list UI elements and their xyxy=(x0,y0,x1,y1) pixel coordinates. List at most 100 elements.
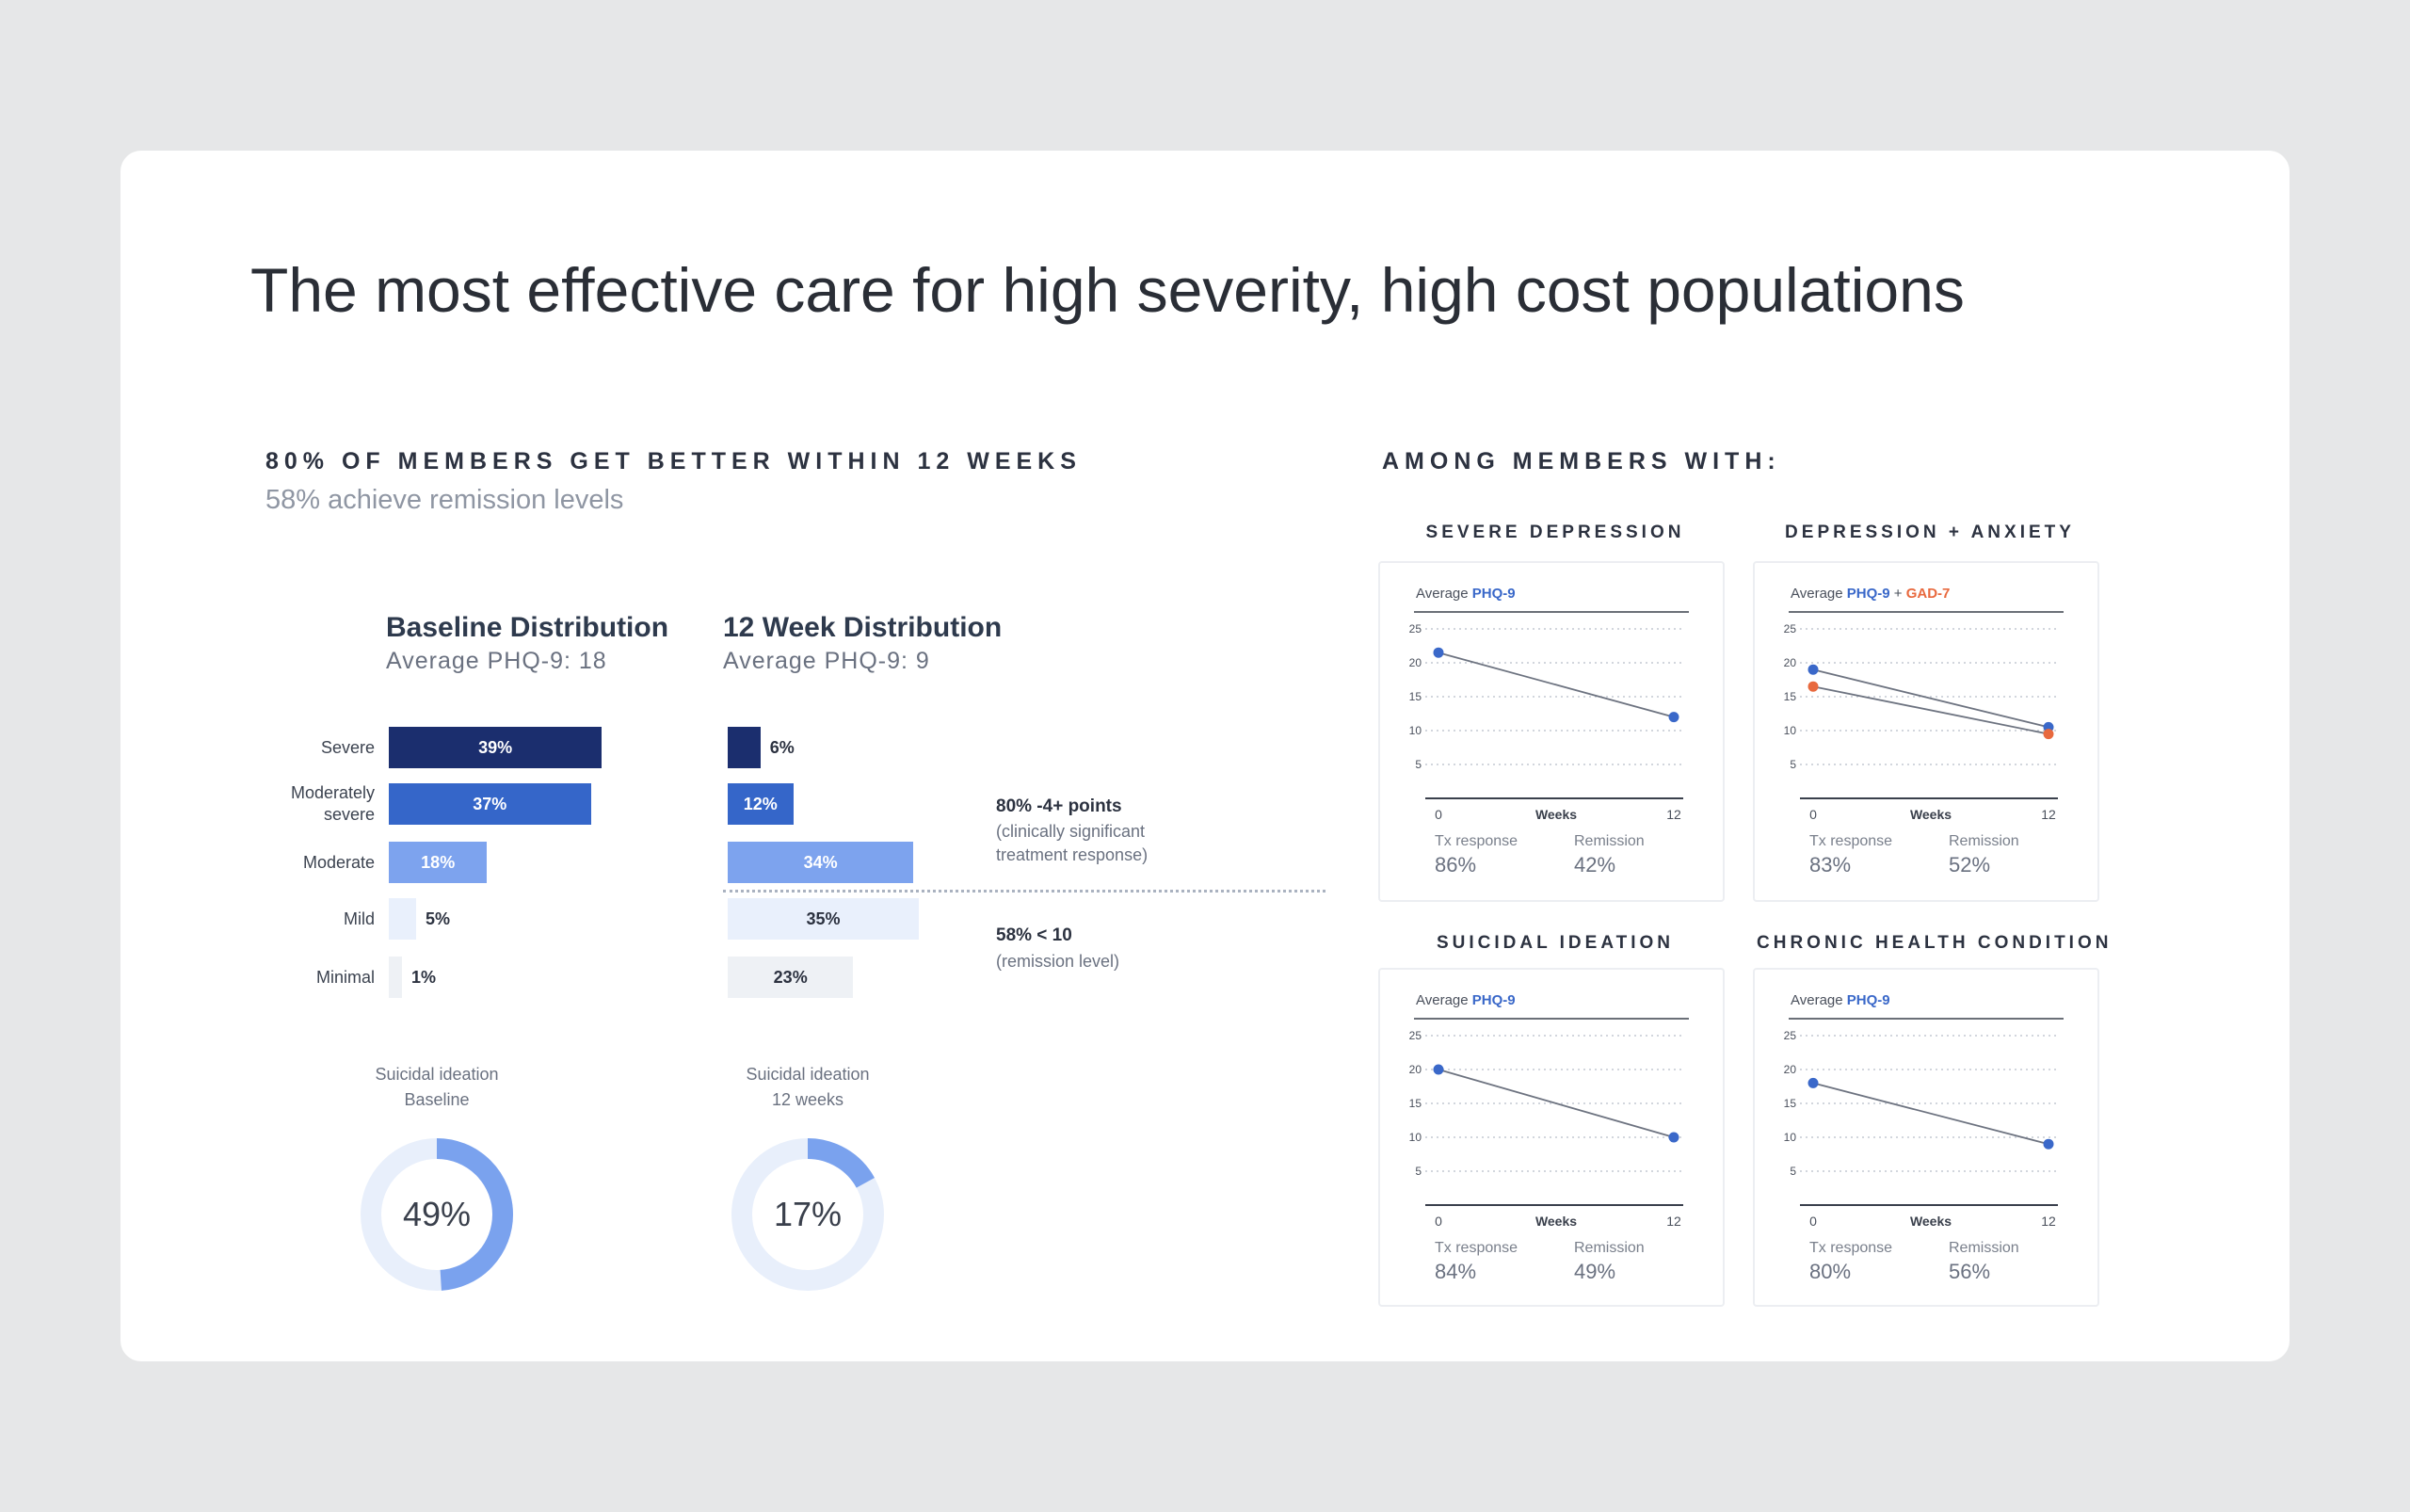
remission-value: 56% xyxy=(1949,1260,1990,1283)
data-point xyxy=(1668,1132,1679,1143)
response-note-line1: (clinically significant xyxy=(996,822,1146,841)
bar xyxy=(389,898,416,940)
series-line xyxy=(1438,1069,1675,1138)
left-heading: 80% OF MEMBERS GET BETTER WITHIN 12 WEEK… xyxy=(265,448,1082,475)
x-tick-label: 0 xyxy=(1435,807,1442,822)
x-axis-label: Weeks xyxy=(1910,807,1952,822)
legend-series: PHQ-9 xyxy=(1472,992,1516,1008)
donut-value-arc xyxy=(731,1138,884,1291)
x-tick-label: 12 xyxy=(2041,1214,2056,1229)
bar-value-label: 35% xyxy=(806,909,841,928)
legend-separator: + xyxy=(1890,586,1906,602)
donut-12week: 17% xyxy=(731,1138,884,1291)
bar-value-label: 23% xyxy=(773,968,808,987)
category-label: Moderate xyxy=(302,852,375,872)
y-tick-label: 10 xyxy=(1409,1131,1422,1144)
line-chart-severe-depression: Average PHQ-9 5 10 15 20 25 0 12 Weeks Tx respons… xyxy=(1409,586,1689,877)
x-axis-label: Weeks xyxy=(1535,1214,1577,1229)
line-chart-depression-anxiety: Average PHQ-9 + GAD-7 5 10 15 20 25 0 12 Weeks Tx… xyxy=(1784,586,2064,877)
y-tick-label: 25 xyxy=(1784,1029,1797,1042)
category-label: Moderately severe xyxy=(290,783,375,824)
week12-title: 12 Week Distribution xyxy=(723,612,1003,643)
legend-series: PHQ-9 xyxy=(1847,992,1890,1008)
donut-12week-subtitle: 12 weeks xyxy=(771,1090,844,1109)
panel-severe-depression: Average PHQ-9 5 10 15 20 25 0 12 Weeks Tx respons… xyxy=(1378,561,1725,902)
bar-value-label: 5% xyxy=(426,909,451,928)
x-tick-label: 0 xyxy=(1809,1214,1817,1229)
y-tick-label: 5 xyxy=(1790,1165,1796,1178)
legend-series: GAD-7 xyxy=(1906,586,1951,602)
tx-response-value: 80% xyxy=(1809,1260,1851,1283)
donut-12week-caption: Suicidal ideation 12 weeks xyxy=(695,1062,921,1113)
y-tick-label: 20 xyxy=(1784,1063,1797,1076)
y-tick-label: 15 xyxy=(1409,690,1422,703)
y-tick-label: 10 xyxy=(1409,724,1422,737)
legend-prefix: Average xyxy=(1416,586,1472,602)
remission-note-line1: (remission level) xyxy=(996,952,1120,971)
category-label: Mild xyxy=(343,909,375,928)
y-tick-label: 25 xyxy=(1409,1029,1422,1042)
y-tick-label: 10 xyxy=(1784,1131,1797,1144)
chart-legend: Average PHQ-9 + GAD-7 xyxy=(1791,586,1950,602)
remission-label: Remission xyxy=(1574,833,1645,849)
page-title: The most effective care for high severit… xyxy=(250,255,1965,325)
donut-baseline-title: Suicidal ideation xyxy=(375,1065,499,1084)
bar xyxy=(728,783,794,825)
mini-title-suicidal-ideation: SUICIDAL IDEATION xyxy=(1436,933,1675,953)
chart-legend: Average PHQ-9 xyxy=(1416,586,1516,602)
panel-suicidal-ideation: Average PHQ-9 5 10 15 20 25 0 12 Weeks Tx respons… xyxy=(1378,968,1725,1307)
y-tick-label: 20 xyxy=(1409,1063,1422,1076)
x-tick-label: 0 xyxy=(1809,807,1817,822)
donut-baseline: 49% xyxy=(361,1138,513,1291)
bar xyxy=(389,783,591,825)
remission-value: 52% xyxy=(1949,853,1990,877)
x-tick-label: 12 xyxy=(2041,807,2056,822)
series-line xyxy=(1812,685,2049,735)
x-tick-label: 12 xyxy=(1666,807,1681,822)
bar xyxy=(389,957,402,998)
donut-value-label: 17% xyxy=(774,1195,842,1233)
bar xyxy=(389,727,602,768)
bar-value-label: 6% xyxy=(769,738,795,757)
mini-title-chronic-health: CHRONIC HEALTH CONDITION xyxy=(1757,933,2113,953)
x-axis-label: Weeks xyxy=(1910,1214,1952,1229)
y-tick-label: 25 xyxy=(1409,622,1422,635)
donut-value-label: 49% xyxy=(403,1195,471,1233)
panel-depression-anxiety: Average PHQ-9 + GAD-7 5 10 15 20 25 0 12 Weeks Tx… xyxy=(1753,561,2099,902)
mini-title-severe-depression: SEVERE DEPRESSION xyxy=(1425,523,1685,542)
tx-response-label: Tx response xyxy=(1809,1240,1892,1256)
line-chart-chronic-health: Average PHQ-9 5 10 15 20 25 0 12 Weeks Tx respons… xyxy=(1784,992,2064,1283)
legend-series: PHQ-9 xyxy=(1847,586,1890,602)
bar-value-label: 12% xyxy=(743,795,778,813)
x-tick-label: 0 xyxy=(1435,1214,1442,1229)
y-tick-label: 25 xyxy=(1784,622,1797,635)
category-label: Severe xyxy=(320,737,375,757)
bar-value-label: 34% xyxy=(803,853,838,872)
y-tick-label: 15 xyxy=(1409,1097,1422,1110)
remission-label: Remission xyxy=(1574,1240,1645,1256)
line-chart-suicidal-ideation: Average PHQ-9 5 10 15 20 25 0 12 Weeks Tx respons… xyxy=(1409,992,1689,1283)
series-line xyxy=(1438,651,1675,718)
donut-12week-title: Suicidal ideation xyxy=(746,1065,870,1084)
remission-note-bold: 58% < 10 xyxy=(996,925,1072,945)
series-line xyxy=(1812,668,2049,729)
series-line xyxy=(1812,1082,2049,1146)
tx-response-label: Tx response xyxy=(1809,833,1892,849)
remission-threshold-line xyxy=(723,890,1326,893)
bar-value-label: 37% xyxy=(473,795,507,813)
remission-label: Remission xyxy=(1949,1240,2019,1256)
distribution-bars: Severe Moderately severe Moderate Mild Minima… xyxy=(120,151,1438,1280)
baseline-title: Baseline Distribution xyxy=(386,612,669,643)
content-card: The most effective care for high severit… xyxy=(120,151,2290,1361)
chart-legend: Average PHQ-9 xyxy=(1416,992,1516,1008)
bar-value-label: 18% xyxy=(421,853,456,872)
y-tick-label: 10 xyxy=(1784,724,1797,737)
donut-baseline-subtitle: Baseline xyxy=(404,1090,470,1109)
data-point xyxy=(1668,712,1679,723)
data-point xyxy=(1433,647,1444,658)
y-tick-label: 15 xyxy=(1784,1097,1797,1110)
category-label: Minimal xyxy=(315,967,375,987)
donut-value-arc xyxy=(361,1138,513,1291)
baseline-subtitle: Average PHQ-9: 18 xyxy=(386,648,607,674)
chart-legend: Average PHQ-9 xyxy=(1791,992,1890,1008)
